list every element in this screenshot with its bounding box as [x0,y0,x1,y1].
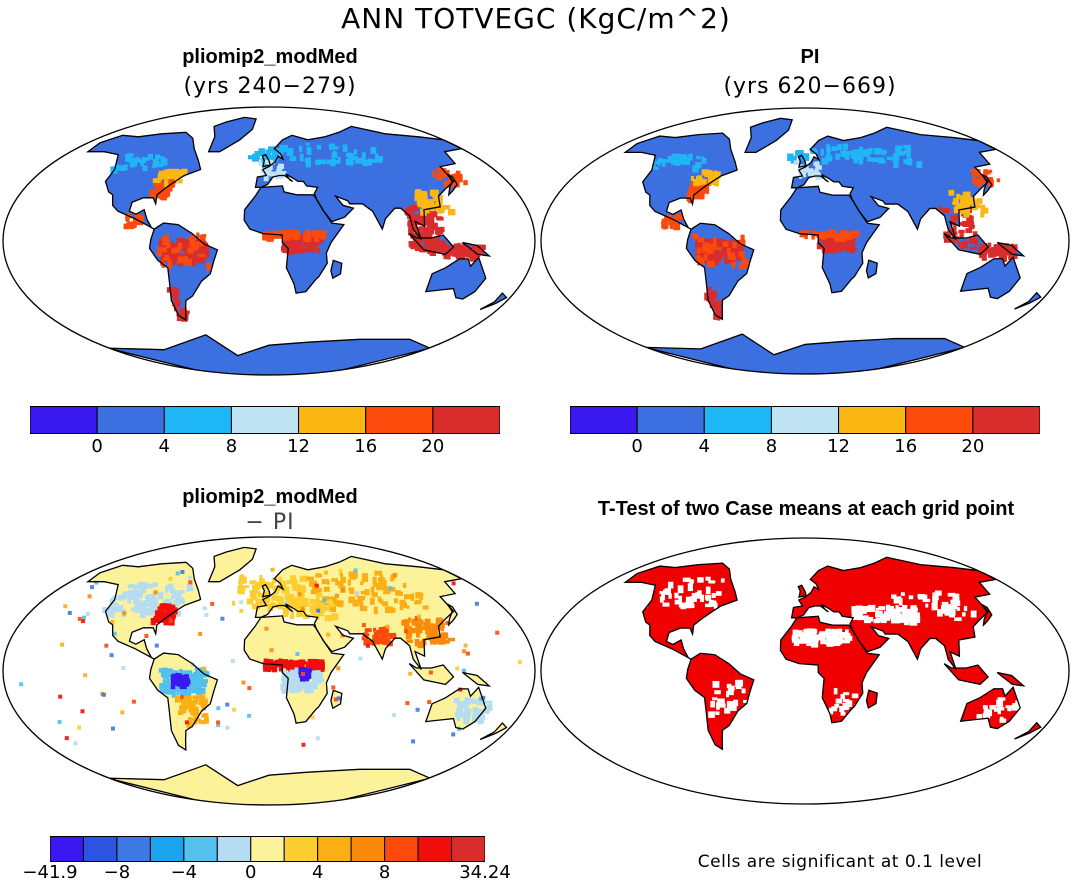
colorbar-difference [50,836,485,862]
colorbar-swatch-7 [283,836,319,862]
colorbar-swatch-1 [636,406,705,434]
land-antarctica [108,764,430,805]
land-australia [425,257,486,300]
colorbar-tick-label: 0 [91,436,103,457]
colorbar-tick-label: 8 [378,862,391,883]
map-pliomip2-modmed [2,106,536,376]
land-antarctica [645,334,965,375]
map-frame [540,107,1070,375]
colorbar-swatch-2 [163,406,232,434]
colorbar-tick-label: −41.9 [22,862,78,883]
colorbar-swatch-12 [451,836,485,862]
colorbar-swatch-3 [149,836,185,862]
colorbar-ticks-left: 0 4 8 12 16 20 [30,436,500,460]
colorbar-tick-label: −4 [170,862,198,883]
land-namerica [87,132,201,230]
map-ttest [540,537,1070,805]
colorbar-swatch-10 [384,836,419,862]
colorbar-tick-label: 8 [225,436,238,457]
map-frame [2,106,536,376]
colorbar-tick-label: −8 [103,862,131,883]
land-madagascar [330,260,342,279]
colorbar-swatch-6 [972,406,1040,434]
colorbar-absolute-left [30,406,500,434]
map-pi [540,107,1070,375]
map-frame [540,537,1070,805]
land-newguinea [997,672,1024,686]
colorbar-tick-label: 8 [765,436,778,457]
land-antarctica [108,334,430,375]
page-title: ANN TOTVEGC (KgC/m^2) [341,2,731,35]
colorbar-swatch-1 [96,406,165,434]
panel-title-difference: pliomip2_modMed [182,486,358,508]
colorbar-swatch-6 [250,836,285,862]
panel-subtitle-difference: − PI [245,510,295,535]
coastline [623,556,1042,751]
colorbar-tick-label: 0 [245,862,257,883]
colorbar-swatch-0 [30,406,98,434]
colorbar-swatch-2 [116,836,151,862]
colorbar-tick-label: 0 [631,436,643,457]
panel-subtitle-pi: (yrs 620−669) [723,74,897,99]
colorbar-tick-label: 34.24 [459,862,511,883]
land-nz [1014,292,1041,309]
land-greenland [208,117,257,152]
colorbar-absolute-right [570,406,1040,434]
land-madagascar [866,260,878,278]
coastline [85,546,508,805]
colorbar-swatch-5 [216,836,252,862]
coastline [623,117,1042,375]
panel-title-pliomip2: pliomip2_modMed [182,46,358,68]
colorbar-swatch-6 [432,406,500,434]
land-namerica [625,133,738,230]
land-greenland [745,118,793,153]
colorbar-swatch-3 [770,406,840,434]
land-madagascar [866,690,878,708]
panel-subtitle-pliomip2: (yrs 240−279) [183,74,357,99]
land-nz [480,723,507,740]
colorbar-tick-label: 12 [287,436,311,457]
colorbar-swatch-4 [838,406,907,434]
colorbar-swatch-11 [417,836,453,862]
colorbar-swatch-0 [50,836,84,862]
colorbar-tick-label: 12 [827,436,851,457]
colorbar-tick-label: 4 [698,436,711,457]
colorbar-swatch-8 [317,836,352,862]
colorbar-swatch-1 [82,836,118,862]
map-frame [2,536,536,806]
coastline [85,116,508,375]
colorbar-ticks-right: 0 4 8 12 16 20 [570,436,1040,460]
land-newguinea [462,672,490,686]
panel-title-ttest: T-Test of two Case means at each grid po… [597,498,1015,520]
colorbar-tick-label: 20 [961,436,985,457]
colorbar-tick-label: 16 [894,436,918,457]
land-australia [960,257,1021,299]
significance-note: Cells are significant at 0.1 level [697,852,983,872]
colorbar-ticks-difference: −41.9 −8 −4 0 4 8 34.24 [22,862,510,884]
colorbar-swatch-3 [230,406,300,434]
vegetation-cells [644,576,1021,729]
colorbar-swatch-5 [905,406,974,434]
panel-title-pi: PI [800,46,820,68]
land-nz [480,293,507,310]
colorbar-swatch-2 [703,406,772,434]
land-greenland [208,547,257,582]
colorbar-swatch-0 [570,406,638,434]
colorbar-tick-label: 4 [158,436,171,457]
colorbar-tick-label: 16 [354,436,378,457]
colorbar-tick-label: 4 [311,862,324,883]
land-nz [1014,722,1041,739]
colorbar-tick-label: 20 [421,436,445,457]
colorbar-swatch-4 [183,836,218,862]
map-difference [2,536,536,806]
colorbar-swatch-4 [298,406,367,434]
colorbar-swatch-5 [365,406,434,434]
colorbar-swatch-9 [350,836,386,862]
